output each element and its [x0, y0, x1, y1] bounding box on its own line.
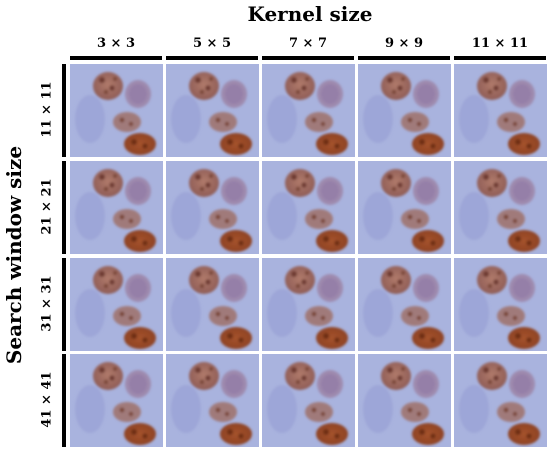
- cell-nuclei-image: [70, 161, 163, 254]
- cell-nuclei-image: [262, 64, 355, 157]
- row-header: 11 × 11: [39, 80, 55, 138]
- cell-nuclei-image: [358, 161, 451, 254]
- row-header-wrap: 21 × 21: [36, 161, 58, 251]
- microscopy-tile: [358, 161, 451, 254]
- column-header-bar: [358, 56, 450, 60]
- row-header: 21 × 21: [39, 177, 55, 235]
- cell-nuclei-image: [166, 354, 259, 447]
- cell-nuclei-image: [454, 161, 547, 254]
- microscopy-tile: [166, 258, 259, 351]
- microscopy-tile: [454, 64, 547, 157]
- row-header-bar: [62, 161, 66, 254]
- row-header-wrap: 41 × 41: [36, 354, 58, 444]
- row-header-bar: [62, 354, 66, 447]
- microscopy-tile: [358, 354, 451, 447]
- microscopy-tile: [262, 258, 355, 351]
- row-header: 31 × 31: [39, 274, 55, 332]
- microscopy-tile: [358, 258, 451, 351]
- row-header-wrap: 11 × 11: [36, 64, 58, 154]
- column-header: 11 × 11: [471, 36, 529, 51]
- column-axis-title: Kernel size: [247, 2, 373, 26]
- column-header-bar: [262, 56, 354, 60]
- column-header: 5 × 5: [192, 36, 232, 51]
- cell-nuclei-image: [166, 258, 259, 351]
- microscopy-tile: [166, 161, 259, 254]
- cell-nuclei-image: [454, 354, 547, 447]
- microscopy-tile: [70, 258, 163, 351]
- column-header: 9 × 9: [384, 36, 424, 51]
- microscopy-tile: [454, 258, 547, 351]
- row-header-bar: [62, 64, 66, 157]
- row-header-wrap: 31 × 31: [36, 258, 58, 348]
- microscopy-tile: [454, 354, 547, 447]
- row-header-bar: [62, 258, 66, 351]
- cell-nuclei-image: [262, 161, 355, 254]
- microscopy-tile: [166, 354, 259, 447]
- microscopy-tile: [358, 64, 451, 157]
- microscopy-tile: [262, 354, 355, 447]
- cell-nuclei-image: [358, 258, 451, 351]
- cell-nuclei-image: [166, 161, 259, 254]
- column-header-bar: [454, 56, 546, 60]
- microscopy-tile: [70, 354, 163, 447]
- row-axis-title: Search window size: [2, 145, 26, 365]
- microscopy-tile: [166, 64, 259, 157]
- column-header: 3 × 3: [96, 36, 136, 51]
- microscopy-tile: [262, 161, 355, 254]
- cell-nuclei-image: [166, 64, 259, 157]
- microscopy-tile: [70, 161, 163, 254]
- column-header: 7 × 7: [288, 36, 328, 51]
- cell-nuclei-image: [454, 64, 547, 157]
- cell-nuclei-image: [262, 354, 355, 447]
- cell-nuclei-image: [70, 64, 163, 157]
- cell-nuclei-image: [70, 258, 163, 351]
- microscopy-tile: [454, 161, 547, 254]
- column-header-bar: [70, 56, 162, 60]
- row-header: 41 × 41: [39, 370, 55, 428]
- cell-nuclei-image: [70, 354, 163, 447]
- cell-nuclei-image: [358, 64, 451, 157]
- column-header-bar: [166, 56, 258, 60]
- cell-nuclei-image: [262, 258, 355, 351]
- row-axis-title-wrap: Search window size: [2, 64, 26, 446]
- microscopy-tile: [70, 64, 163, 157]
- cell-nuclei-image: [358, 354, 451, 447]
- microscopy-tile: [262, 64, 355, 157]
- cell-nuclei-image: [454, 258, 547, 351]
